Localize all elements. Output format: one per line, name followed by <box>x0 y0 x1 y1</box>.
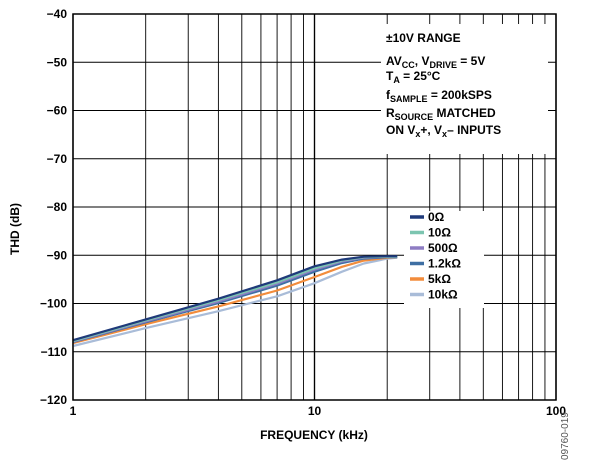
y-tick-label: −100 <box>40 297 67 311</box>
conditions-annotation: ±10V RANGE AVCC, VDRIVE = 5V TA = 25°C f… <box>381 24 548 154</box>
annotation-line-4: fSAMPLE = 200kSPS <box>386 88 492 104</box>
annotation-line-6-c: – INPUTS <box>447 123 501 137</box>
annotation-line-1: ±10V RANGE <box>386 31 461 45</box>
series-layer <box>72 255 398 348</box>
series-line <box>72 256 398 348</box>
y-axis-label: THD (dB) <box>8 203 22 255</box>
legend-label: 5kΩ <box>428 272 451 286</box>
annotation-line-3-sub: A <box>393 75 400 85</box>
y-tick-labels: −40 −50 −60 −70 −80 −90 −100 −110 −120 <box>40 7 67 407</box>
y-tick-label: −90 <box>47 248 68 262</box>
y-tick-label: −60 <box>47 104 68 118</box>
annotation-line-2-b: , V <box>415 54 430 68</box>
annotation-line-4-b: = 200kSPS <box>428 88 492 102</box>
annotation-line-4-a: f <box>386 88 391 102</box>
annotation-line-6-a: ON V <box>386 123 415 137</box>
legend-label: 500Ω <box>428 241 458 255</box>
annotation-line-2-sub2: DRIVE <box>429 60 457 70</box>
y-tick-label: −80 <box>47 200 68 214</box>
y-tick-label: −50 <box>47 55 68 69</box>
annotation-line-2-a: AV <box>386 54 402 68</box>
annotation-line-5: RSOURCE MATCHED <box>386 106 496 122</box>
legend-label: 10Ω <box>428 226 451 240</box>
x-tick-labels: 1 10 100 <box>70 404 567 418</box>
thd-vs-frequency-chart: −40 −50 −60 −70 −80 −90 −100 −110 −120 1 10 100 FR… <box>8 7 567 442</box>
annotation-line-5-sub: SOURCE <box>395 112 434 122</box>
y-tick-label: −120 <box>40 393 67 407</box>
annotation-line-5-b: MATCHED <box>433 106 496 120</box>
y-tick-label: −110 <box>41 345 68 359</box>
legend-background <box>404 211 484 308</box>
y-tick-label: −70 <box>47 152 68 166</box>
annotation-line-4-sub: SAMPLE <box>390 94 428 104</box>
annotation-line-6: ON Vx+, Vx– INPUTS <box>386 123 501 139</box>
annotation-line-2-sub1: CC <box>402 60 415 70</box>
annotation-line-2: AVCC, VDRIVE = 5V <box>386 54 485 70</box>
x-tick-label: 1 <box>70 404 77 418</box>
x-tick-label: 100 <box>546 404 566 418</box>
annotation-line-6-b: +, V <box>420 123 442 137</box>
legend-label: 0Ω <box>428 210 445 224</box>
annotation-line-6-sub1: x <box>415 129 420 139</box>
x-tick-label: 10 <box>308 404 322 418</box>
series-line <box>72 255 398 342</box>
annotation-line-6-sub2: x <box>442 129 447 139</box>
annotation-line-3-b: = 25°C <box>400 69 441 83</box>
legend-label: 10kΩ <box>428 288 458 302</box>
legend-label: 1.2kΩ <box>428 257 461 271</box>
annotation-line-3: TA = 25°C <box>386 69 441 85</box>
plot-frame <box>72 13 557 401</box>
annotation-line-2-c: = 5V <box>457 54 485 68</box>
y-tick-label: −40 <box>47 7 68 21</box>
annotation-background <box>381 24 548 154</box>
x-axis-label: FREQUENCY (kHz) <box>260 428 368 442</box>
annotation-line-3-a: T <box>386 69 394 83</box>
figure-id: 09760-019 <box>560 412 571 460</box>
annotation-line-5-a: R <box>386 106 395 120</box>
